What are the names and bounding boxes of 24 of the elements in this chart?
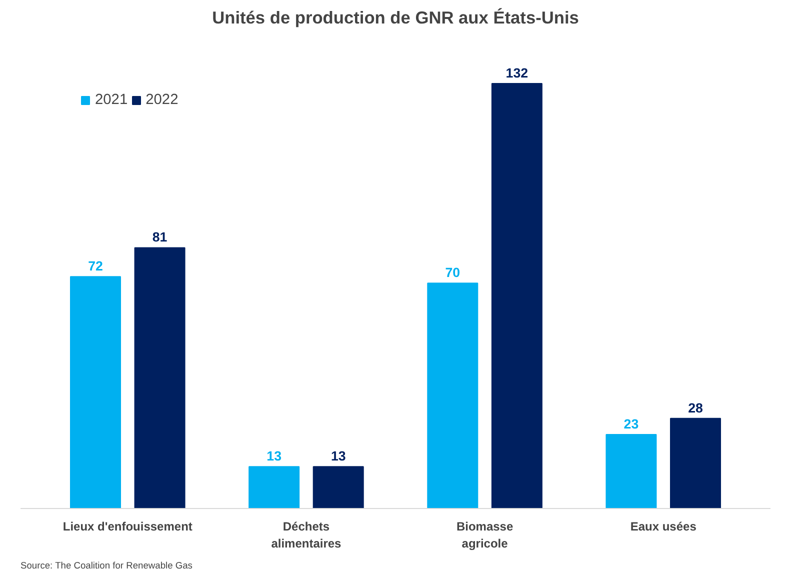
bar: [312, 466, 364, 508]
x-tick-label: Déchets alimentaires: [271, 520, 342, 550]
bar: [491, 83, 542, 508]
x-tick-label: Eaux usées: [630, 520, 697, 534]
bar: [606, 434, 657, 508]
bar: [248, 466, 300, 508]
data-label: 81: [152, 230, 168, 245]
legend-label: 2022: [146, 92, 178, 108]
data-label: 23: [624, 416, 639, 432]
data-label: 70: [445, 265, 460, 280]
bar: [70, 276, 121, 508]
data-label: 13: [266, 448, 282, 464]
data-label: 13: [330, 448, 346, 464]
chart-title: Unités de production de GNR aux États-Unis: [212, 8, 579, 28]
data-label: 72: [88, 258, 103, 274]
source-note: Source: The Coalition for Renewable Gas: [20, 560, 193, 570]
x-tick-label: Biomasse agricole: [456, 520, 514, 550]
bar: [427, 282, 478, 508]
bar: [670, 418, 721, 508]
bar: [134, 247, 186, 508]
legend-label: 2021: [95, 92, 128, 108]
data-label: 132: [506, 66, 528, 80]
x-tick-label: Lieux d'enfouissement: [62, 520, 192, 534]
data-label: 28: [688, 400, 703, 416]
